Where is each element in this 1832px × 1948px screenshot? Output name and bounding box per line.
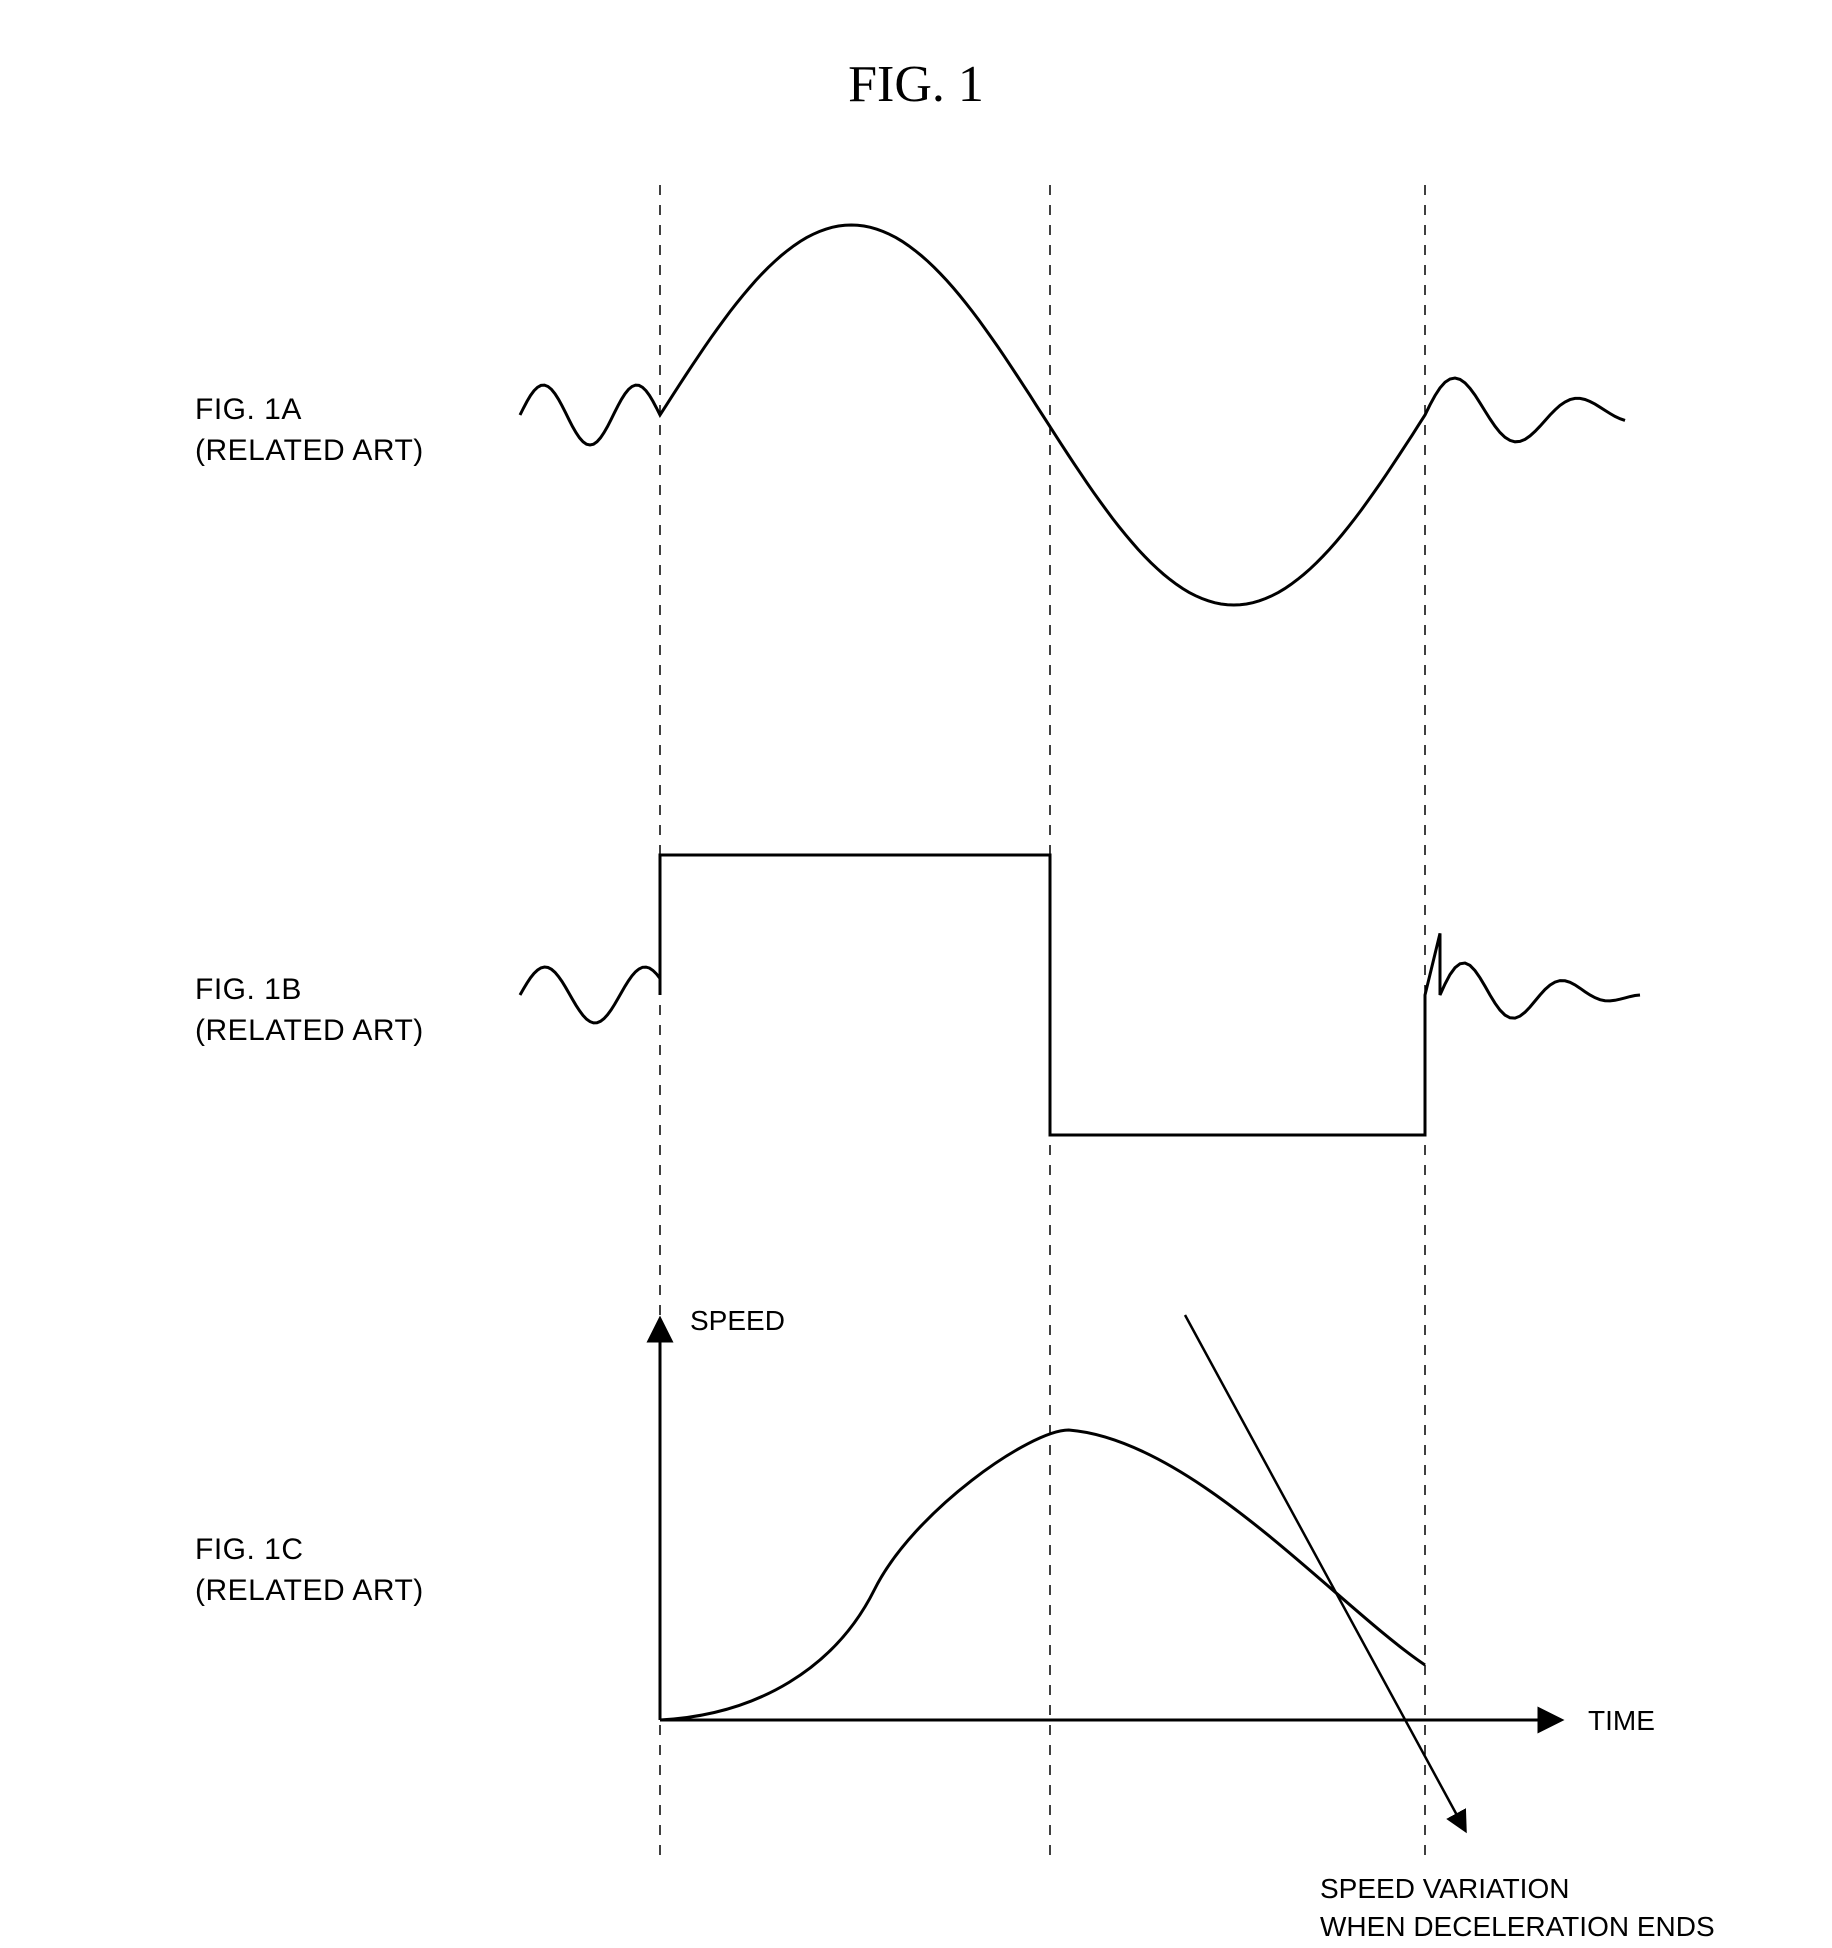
panel-c-axes bbox=[660, 1320, 1560, 1720]
figure-svg bbox=[0, 0, 1832, 1948]
figure-page: FIG. 1 FIG. 1A (RELATED ART) FIG. 1B (RE… bbox=[0, 0, 1832, 1948]
tangent-arrow bbox=[1185, 1315, 1465, 1830]
panel-b-curve bbox=[520, 855, 1640, 1135]
vertical-guides bbox=[660, 185, 1425, 1860]
panel-a-curve bbox=[520, 225, 1625, 605]
panel-c-curve bbox=[660, 1430, 1425, 1720]
